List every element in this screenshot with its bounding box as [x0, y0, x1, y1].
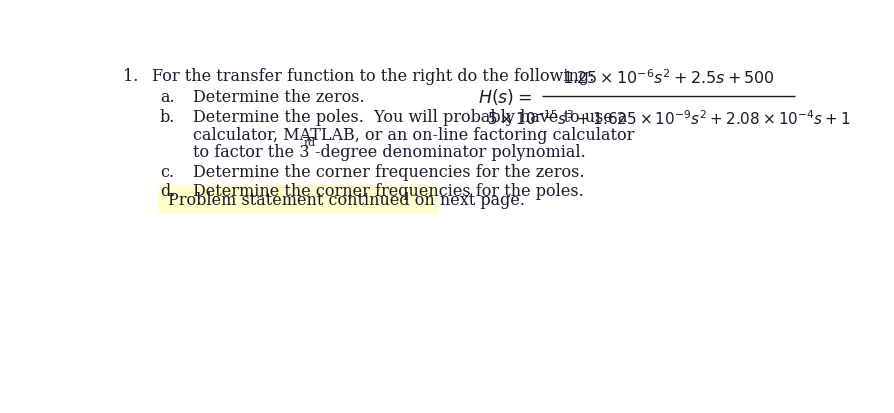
Text: c.: c. [160, 164, 173, 180]
Text: a.: a. [160, 88, 174, 105]
Text: Problem statement continued on next page.: Problem statement continued on next page… [167, 192, 524, 209]
Text: Determine the corner frequencies for the zeros.: Determine the corner frequencies for the… [193, 164, 584, 180]
Text: Determine the zeros.: Determine the zeros. [193, 88, 365, 105]
Text: $1.25\times10^{-6}s^2+2.5s+500$: $1.25\times10^{-6}s^2+2.5s+500$ [561, 68, 774, 87]
Text: calculator, MATLAB, or an on-line factoring calculator: calculator, MATLAB, or an on-line factor… [193, 126, 634, 143]
Text: $5\times10^{-15}s^3+1.625\times10^{-9}s^2+2.08\times10^{-4}s+1$: $5\times10^{-15}s^3+1.625\times10^{-9}s^… [486, 109, 849, 127]
Text: rd: rd [303, 138, 315, 148]
Text: Determine the poles.  You will probably have to use a: Determine the poles. You will probably h… [193, 109, 627, 126]
Text: b.: b. [160, 109, 175, 126]
Text: -degree denominator polynomial.: -degree denominator polynomial. [315, 144, 586, 161]
Text: d.: d. [160, 183, 175, 200]
Text: For the transfer function to the right do the following:: For the transfer function to the right d… [152, 68, 594, 85]
Text: 1.: 1. [123, 68, 139, 85]
FancyBboxPatch shape [156, 186, 438, 215]
Text: $H(s)=$: $H(s)=$ [477, 87, 531, 107]
Text: to factor the 3: to factor the 3 [193, 144, 309, 161]
Text: Determine the corner frequencies for the poles.: Determine the corner frequencies for the… [193, 183, 584, 200]
